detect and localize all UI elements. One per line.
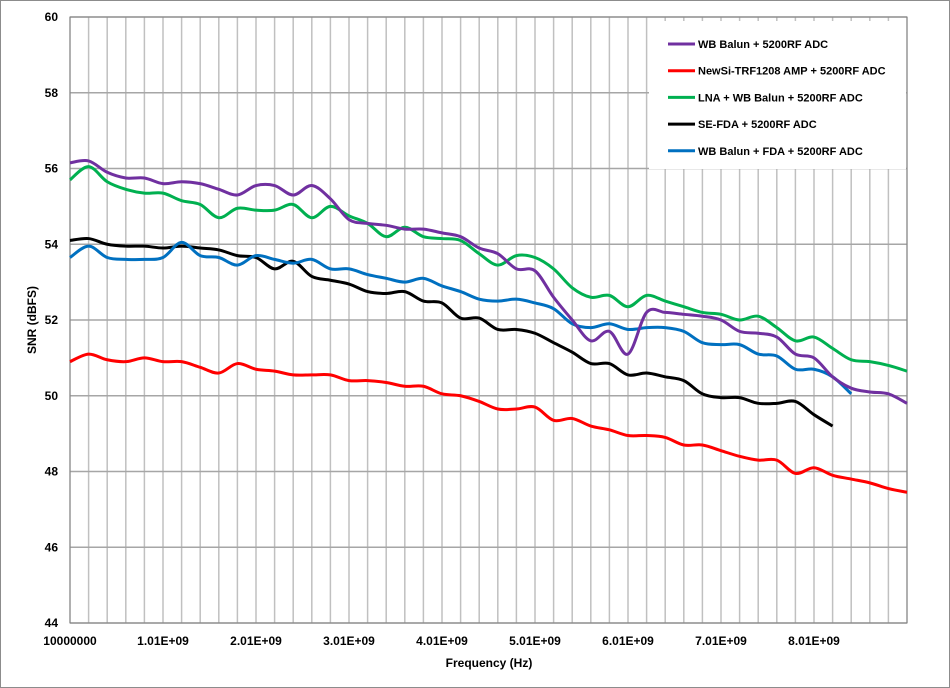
tick-labels: 44 46 48 50 52 54 56 58 60 10000000 1.01E+09 2.01E+… bbox=[43, 10, 840, 648]
series-line-4 bbox=[69, 240, 853, 395]
x-tick-label: 6.01E+09 bbox=[602, 634, 654, 648]
y-tick-label: 58 bbox=[45, 86, 59, 100]
x-tick-label: 5.01E+09 bbox=[509, 634, 561, 648]
plot-border bbox=[69, 16, 908, 624]
x-tick-label: 2.01E+09 bbox=[230, 634, 282, 648]
x-tick-label: 3.01E+09 bbox=[323, 634, 375, 648]
y-axis-label: SNR (dBFS) bbox=[25, 286, 39, 354]
y-tick-label: 48 bbox=[45, 465, 59, 479]
y-tick-label: 50 bbox=[45, 389, 59, 403]
y-tick-label: 44 bbox=[45, 616, 59, 630]
legend-label: LNA + WB Balun + 5200RF ADC bbox=[698, 92, 863, 104]
x-tick-label: 1.01E+09 bbox=[137, 634, 189, 648]
y-tick-label: 60 bbox=[45, 10, 59, 24]
x-tick-label: 10000000 bbox=[43, 634, 97, 648]
y-tick-label: 56 bbox=[45, 162, 59, 176]
legend-label: WB Balun + 5200RF ADC bbox=[698, 39, 828, 51]
grid bbox=[69, 16, 908, 624]
legend-background bbox=[649, 21, 906, 169]
x-tick-label: 4.01E+09 bbox=[416, 634, 468, 648]
legend-label: SE-FDA + 5200RF ADC bbox=[698, 119, 817, 131]
x-tick-label: 7.01E+09 bbox=[695, 634, 747, 648]
y-tick-label: 46 bbox=[45, 540, 59, 554]
series-line-0 bbox=[69, 159, 908, 405]
x-tick-label: 8.01E+09 bbox=[788, 634, 840, 648]
legend-label: WB Balun + FDA + 5200RF ADC bbox=[698, 146, 863, 158]
series-line-1 bbox=[69, 352, 908, 494]
legend: WB Balun + 5200RF ADC NewSi-TRF1208 AMP +… bbox=[668, 39, 886, 158]
series-lines bbox=[69, 159, 908, 494]
series-line-3 bbox=[69, 236, 834, 428]
y-tick-label: 52 bbox=[45, 313, 59, 327]
series-line-2 bbox=[69, 165, 908, 373]
y-tick-label: 54 bbox=[45, 237, 59, 251]
x-axis-label: Frequency (Hz) bbox=[446, 656, 533, 670]
legend-label: NewSi-TRF1208 AMP + 5200RF ADC bbox=[698, 66, 886, 78]
